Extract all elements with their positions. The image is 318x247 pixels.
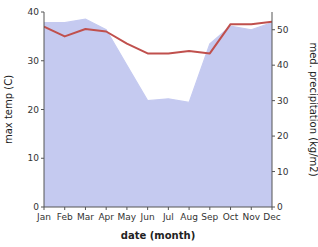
- x-tick: [251, 207, 252, 210]
- y2-tick: [272, 65, 275, 66]
- y-tick: [41, 60, 44, 61]
- y-tick-label: 40: [28, 7, 40, 17]
- plot-area: [44, 19, 272, 207]
- y-tick-label: 30: [28, 56, 40, 66]
- y2-tick-label: 40: [277, 60, 289, 70]
- y2-tick-label: 10: [277, 167, 289, 177]
- x-tick: [209, 207, 210, 210]
- x-tick-label: Apr: [98, 212, 114, 222]
- temp-line: [44, 22, 272, 54]
- y-tick-label: 20: [28, 105, 40, 115]
- y-axis-label: max temp (C): [3, 75, 14, 144]
- y-tick: [41, 12, 44, 13]
- precip-area: [44, 19, 272, 207]
- y-tick-label: 0: [33, 202, 39, 212]
- y-tick: [41, 109, 44, 110]
- y2-tick-label: 20: [277, 131, 289, 141]
- x-tick: [64, 207, 65, 210]
- x-tick-label: Dec: [263, 212, 280, 222]
- x-tick: [189, 207, 190, 210]
- x-tick: [106, 207, 107, 210]
- x-tick: [85, 207, 86, 210]
- y-tick: [41, 207, 44, 208]
- x-tick-label: Jan: [36, 212, 51, 222]
- y2-tick: [272, 136, 275, 137]
- x-tick-label: May: [118, 212, 137, 222]
- x-tick-label: Mar: [77, 212, 94, 222]
- x-axis-label: date (month): [121, 230, 195, 241]
- x-axis-line: [44, 207, 272, 208]
- chart: JanFebMarAprMayJunJulAugSepOctNovDec0102…: [0, 0, 318, 247]
- x-tick-label: Oct: [223, 212, 239, 222]
- y2-tick-label: 30: [277, 96, 289, 106]
- x-tick-label: Aug: [180, 212, 198, 222]
- y-tick-label: 10: [28, 153, 40, 163]
- y2-tick: [272, 100, 275, 101]
- x-tick: [168, 207, 169, 210]
- y2-axis-label: med. precipitation (kg/m2): [308, 42, 318, 176]
- x-tick: [230, 207, 231, 210]
- x-tick: [126, 207, 127, 210]
- y2-axis-line: [272, 12, 273, 207]
- y2-tick: [272, 29, 275, 30]
- x-tick-label: Feb: [57, 212, 73, 222]
- y2-tick: [272, 171, 275, 172]
- y2-tick-label: 50: [277, 25, 289, 35]
- x-tick-label: Jun: [140, 212, 155, 222]
- x-tick-label: Sep: [201, 212, 218, 222]
- y2-tick: [272, 207, 275, 208]
- y2-tick-label: 0: [277, 202, 283, 212]
- y-tick: [41, 158, 44, 159]
- x-tick-label: Jul: [162, 212, 174, 222]
- x-tick-label: Nov: [242, 212, 260, 222]
- x-tick: [147, 207, 148, 210]
